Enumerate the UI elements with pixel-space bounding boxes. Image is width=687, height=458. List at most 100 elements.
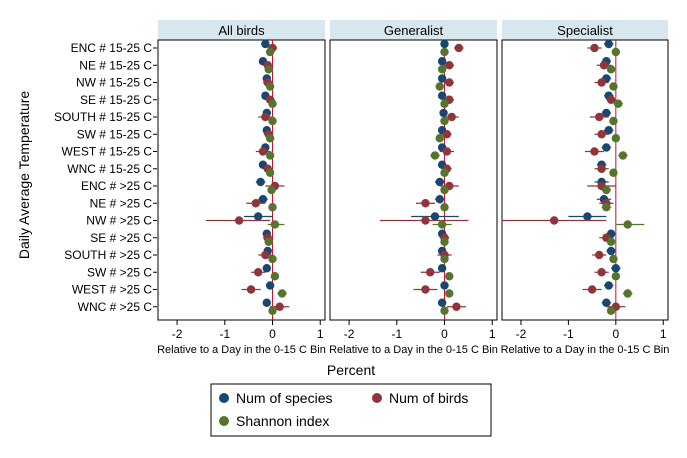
point-all-birds-num-of-species-8 — [256, 177, 265, 187]
point-generalist-shannon-index-7 — [440, 168, 449, 177]
point-generalist-shannon-index-3 — [440, 99, 449, 108]
category-label-enc-25-c: ENC # >25 C — [81, 179, 152, 193]
point-specialist-shannon-index-3 — [614, 99, 623, 108]
category-label-sw-15-25-c: SW # 15-25 C — [77, 127, 153, 141]
point-generalist-shannon-index-15 — [440, 306, 449, 315]
point-generalist-shannon-index-13 — [445, 272, 454, 281]
point-specialist-num-of-birds-3 — [606, 95, 616, 104]
point-generalist-num-of-birds-5 — [442, 130, 452, 139]
x-axis-overall-title: Percent — [327, 362, 375, 378]
point-all-birds-shannon-index-13 — [270, 272, 280, 281]
point-all-birds-shannon-index-11 — [264, 237, 273, 246]
point-generalist-shannon-index-11 — [440, 237, 449, 246]
point-generalist-num-of-birds-15 — [452, 302, 461, 311]
point-specialist-num-of-birds-14 — [587, 285, 597, 294]
point-all-birds-shannon-index-6 — [265, 151, 275, 160]
point-generalist-num-of-species-4 — [439, 108, 448, 118]
point-all-birds-shannon-index-1 — [264, 65, 273, 74]
point-all-birds-num-of-birds-14 — [246, 285, 256, 294]
point-generalist-num-of-birds-2 — [445, 78, 454, 87]
x-axis-label-all-birds: Relative to a Day in the 0-15 C Bin — [157, 344, 326, 356]
legend-label-shannon-index: Shannon index — [236, 413, 329, 429]
panel-title-specialist: Specialist — [557, 23, 613, 38]
point-specialist-num-of-birds-5 — [597, 130, 606, 139]
legend: Num of species Num of birds Shannon inde… — [210, 383, 492, 437]
panel-generalist: Generalist -2 -1 0 1 Relative to a Day in the… — [329, 20, 498, 356]
x-tick-label-all-birds-2: 0 — [269, 327, 276, 341]
x-tick-label-specialist-0: -2 — [516, 327, 527, 341]
point-all-birds-num-of-birds-12 — [261, 250, 270, 260]
point-all-birds-num-of-species-0 — [261, 39, 270, 49]
point-specialist-shannon-index-1 — [606, 65, 616, 74]
x-tick-label-all-birds-1: -1 — [219, 327, 230, 341]
series-generalist-num-of-species — [411, 39, 459, 307]
point-all-birds-shannon-index-15 — [268, 306, 277, 315]
point-generalist-shannon-index-2 — [435, 82, 444, 91]
category-label-sw-25-c: SW # >25 C — [87, 265, 152, 279]
panel-header-all-birds — [158, 20, 325, 40]
point-all-birds-num-of-species-15 — [262, 298, 271, 307]
category-label-enc-15-25-c: ENC # 15-25 C — [71, 41, 153, 55]
point-all-birds-shannon-index-3 — [268, 99, 277, 108]
point-generalist-num-of-birds-14 — [421, 285, 430, 294]
series-generalist-shannon-index — [430, 47, 454, 315]
legend-item-num-of-species: Num of species — [219, 390, 332, 406]
point-generalist-num-of-species-2 — [437, 74, 447, 83]
panel-plot-area-specialist — [501, 39, 669, 321]
point-all-birds-num-of-birds-13 — [254, 268, 263, 277]
point-generalist-num-of-species-3 — [437, 91, 447, 100]
point-generalist-num-of-species-1 — [437, 57, 447, 66]
point-specialist-shannon-index-14 — [623, 289, 632, 298]
panel-plot-area-generalist — [329, 39, 498, 321]
point-all-birds-shannon-index-7 — [265, 168, 275, 177]
point-specialist-num-of-species-4 — [602, 108, 611, 118]
panel-plot-area-all-birds — [157, 39, 326, 321]
point-specialist-num-of-species-10 — [583, 212, 592, 221]
point-specialist-shannon-index-2 — [609, 82, 618, 91]
x-tick-label-all-birds-3: 1 — [317, 327, 324, 341]
legend-item-shannon-index: Shannon index — [219, 413, 329, 429]
point-all-birds-shannon-index-0 — [265, 47, 275, 57]
category-label-wnc-15-25-c: WNC # 15-25 C — [67, 162, 152, 176]
point-all-birds-num-of-species-9 — [258, 195, 268, 204]
panel-all-birds: All birds -2 -1 0 1 Relative to a Day in the … — [157, 20, 326, 356]
panel-title-all-birds: All birds — [218, 23, 265, 38]
panel-header-generalist — [330, 20, 497, 40]
series-specialist-shannon-index — [601, 47, 645, 315]
point-generalist-shannon-index-4 — [440, 116, 449, 126]
category-labels: ENC # 15-25 C NE # 15-25 C NW # 15-25 C SE … — [54, 41, 157, 314]
category-label-ne-15-25-c: NE # 15-25 C — [79, 58, 152, 72]
point-generalist-num-of-birds-0 — [454, 43, 464, 53]
point-specialist-num-of-species-0 — [604, 39, 613, 49]
category-label-south-15-25-c: SOUTH # 15-25 C — [54, 110, 152, 124]
point-specialist-shannon-index-5 — [611, 134, 621, 143]
category-label-west-15-25-c: WEST # 15-25 C — [62, 145, 153, 159]
point-generalist-num-of-birds-9 — [421, 199, 430, 208]
category-label-ne-25-c: NE # >25 C — [90, 196, 153, 210]
point-generalist-num-of-species-13 — [437, 264, 447, 273]
point-generalist-shannon-index-8 — [440, 185, 449, 195]
point-generalist-num-of-birds-10 — [421, 216, 430, 225]
y-axis-title: Daily Average Temperature — [16, 91, 32, 260]
legend-marker-num-of-species — [219, 393, 229, 403]
panel-specialist: Specialist -2 -1 0 1 Relative to a Day in the… — [501, 20, 669, 356]
point-specialist-shannon-index-10 — [623, 220, 632, 229]
point-all-birds-shannon-index-9 — [268, 203, 277, 212]
point-generalist-shannon-index-9 — [440, 203, 449, 212]
category-label-west-25-c: WEST # >25 C — [72, 283, 152, 297]
point-specialist-shannon-index-15 — [606, 306, 616, 315]
x-axis-label-generalist: Relative to a Day in the 0-15 C Bin — [329, 344, 498, 356]
x-tick-label-generalist-1: -1 — [391, 327, 402, 341]
point-generalist-num-of-species-10 — [430, 212, 440, 221]
point-all-birds-num-of-species-13 — [262, 264, 271, 273]
point-generalist-num-of-birds-1 — [445, 61, 454, 70]
point-specialist-shannon-index-12 — [609, 254, 618, 264]
point-specialist-num-of-species-15 — [602, 298, 611, 307]
panels: All birds -2 -1 0 1 Relative to a Day in the … — [157, 20, 669, 356]
legend-box — [210, 383, 492, 437]
point-specialist-num-of-birds-12 — [595, 250, 604, 260]
point-generalist-shannon-index-12 — [440, 254, 449, 264]
x-tick-label-specialist-2: 0 — [612, 327, 619, 341]
point-generalist-num-of-species-15 — [437, 298, 447, 307]
point-generalist-num-of-birds-13 — [426, 268, 435, 277]
